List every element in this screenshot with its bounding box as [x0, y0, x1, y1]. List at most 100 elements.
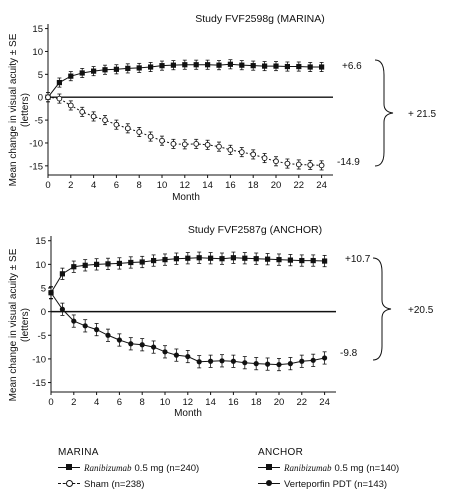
y-tick-label: -5 — [38, 331, 46, 342]
data-point — [147, 133, 154, 140]
y-tick-label: 10 — [32, 47, 43, 58]
data-point — [284, 160, 291, 167]
series-line — [47, 96, 322, 166]
data-point — [261, 155, 268, 161]
data-point — [296, 63, 302, 70]
y-tick-label: -15 — [32, 378, 46, 389]
data-point — [159, 63, 165, 69]
x-tick-label: 24 — [319, 397, 330, 408]
data-point — [56, 79, 62, 86]
end-label-verteporfin: -9.8 — [340, 348, 358, 359]
x-tick-label: 12 — [183, 397, 194, 408]
x-tick-label: 14 — [205, 397, 216, 408]
data-point — [216, 62, 222, 68]
data-point — [82, 262, 88, 268]
x-tick-label: 24 — [316, 180, 327, 191]
data-point — [124, 125, 131, 132]
data-point — [242, 360, 248, 366]
data-point — [284, 63, 290, 70]
end-label-sham: -14.9 — [337, 157, 360, 168]
x-tick-label: 18 — [251, 397, 262, 408]
data-point — [310, 357, 316, 363]
data-point — [48, 290, 54, 296]
x-tick-label: 6 — [114, 180, 119, 191]
x-tick-label: 2 — [68, 180, 73, 191]
data-point — [79, 70, 85, 76]
difference-brace — [374, 59, 394, 167]
data-point — [295, 161, 302, 168]
data-point — [216, 143, 222, 150]
data-point — [250, 151, 257, 158]
data-point — [273, 158, 279, 165]
data-point — [265, 256, 271, 262]
data-point — [205, 62, 211, 68]
x-tick-label: 22 — [294, 180, 305, 191]
x-tick-label: 20 — [274, 397, 285, 408]
x-axis-label: Month — [172, 192, 200, 203]
data-point — [102, 67, 108, 73]
x-tick-label: 14 — [202, 180, 213, 191]
data-point — [208, 255, 214, 261]
x-tick-label: 2 — [71, 397, 76, 408]
x-tick-label: 10 — [157, 180, 168, 191]
data-point — [136, 65, 142, 71]
data-point — [79, 109, 86, 115]
data-point — [193, 62, 199, 68]
data-point — [113, 66, 119, 72]
x-tick-label: 16 — [225, 180, 236, 191]
filled-square-marker-icon — [258, 463, 280, 473]
data-point — [59, 271, 65, 277]
data-point — [242, 255, 248, 261]
data-point — [299, 257, 305, 264]
open-circle-marker-icon — [58, 479, 80, 489]
chart-marina: Study FVF2598g (MARINA) Mean change in v… — [8, 13, 437, 203]
data-point — [162, 257, 168, 263]
data-point — [162, 349, 168, 355]
data-point — [128, 259, 134, 266]
data-point — [136, 129, 143, 135]
data-point — [68, 73, 74, 79]
data-point — [170, 141, 177, 147]
chart-title: Study FVF2587g (ANCHOR) — [188, 224, 322, 236]
data-point — [116, 260, 122, 267]
data-point — [227, 146, 234, 153]
filled-circle-marker-icon — [258, 479, 280, 489]
difference-label: +20.5 — [408, 305, 434, 316]
legend-anchor: ANCHOR Ranibizumab 0.5 mg (n=140) Vertep… — [258, 444, 399, 492]
data-point — [238, 149, 245, 155]
data-point — [159, 137, 165, 144]
data-point — [262, 63, 268, 69]
data-point — [102, 117, 108, 123]
legend-item-sham: Sham (n=238) — [58, 476, 199, 492]
x-tick-label: 8 — [137, 180, 142, 191]
data-point — [287, 361, 293, 367]
legend-item-ranibizumab: Ranibizumab 0.5 mg (n=240) — [58, 460, 199, 476]
x-tick-label: 6 — [117, 397, 122, 408]
data-point — [148, 64, 154, 70]
end-label-ranibizumab: +6.6 — [342, 61, 362, 72]
x-tick-label: 22 — [297, 397, 308, 408]
y-axis-label-unit: (letters) — [20, 93, 31, 127]
data-point — [173, 256, 179, 262]
legend-header: MARINA — [58, 446, 99, 458]
legend-drug-name: Ranibizumab — [284, 463, 332, 473]
data-point — [71, 264, 77, 270]
x-tick-label: 0 — [48, 397, 53, 408]
data-point — [67, 102, 74, 109]
data-point — [227, 61, 233, 67]
data-point — [319, 64, 325, 70]
marks — [45, 59, 325, 171]
data-point — [182, 62, 188, 68]
x-tick-label: 20 — [271, 180, 282, 191]
data-point — [116, 337, 122, 343]
y-tick-label: -5 — [35, 116, 43, 127]
y-tick-label: -15 — [29, 161, 43, 172]
data-point — [91, 68, 97, 74]
y-tick-label: -10 — [32, 354, 46, 365]
data-point — [239, 62, 245, 68]
legend-header: ANCHOR — [258, 446, 304, 458]
data-point — [276, 361, 282, 368]
data-point — [45, 94, 51, 101]
data-point — [307, 162, 314, 168]
